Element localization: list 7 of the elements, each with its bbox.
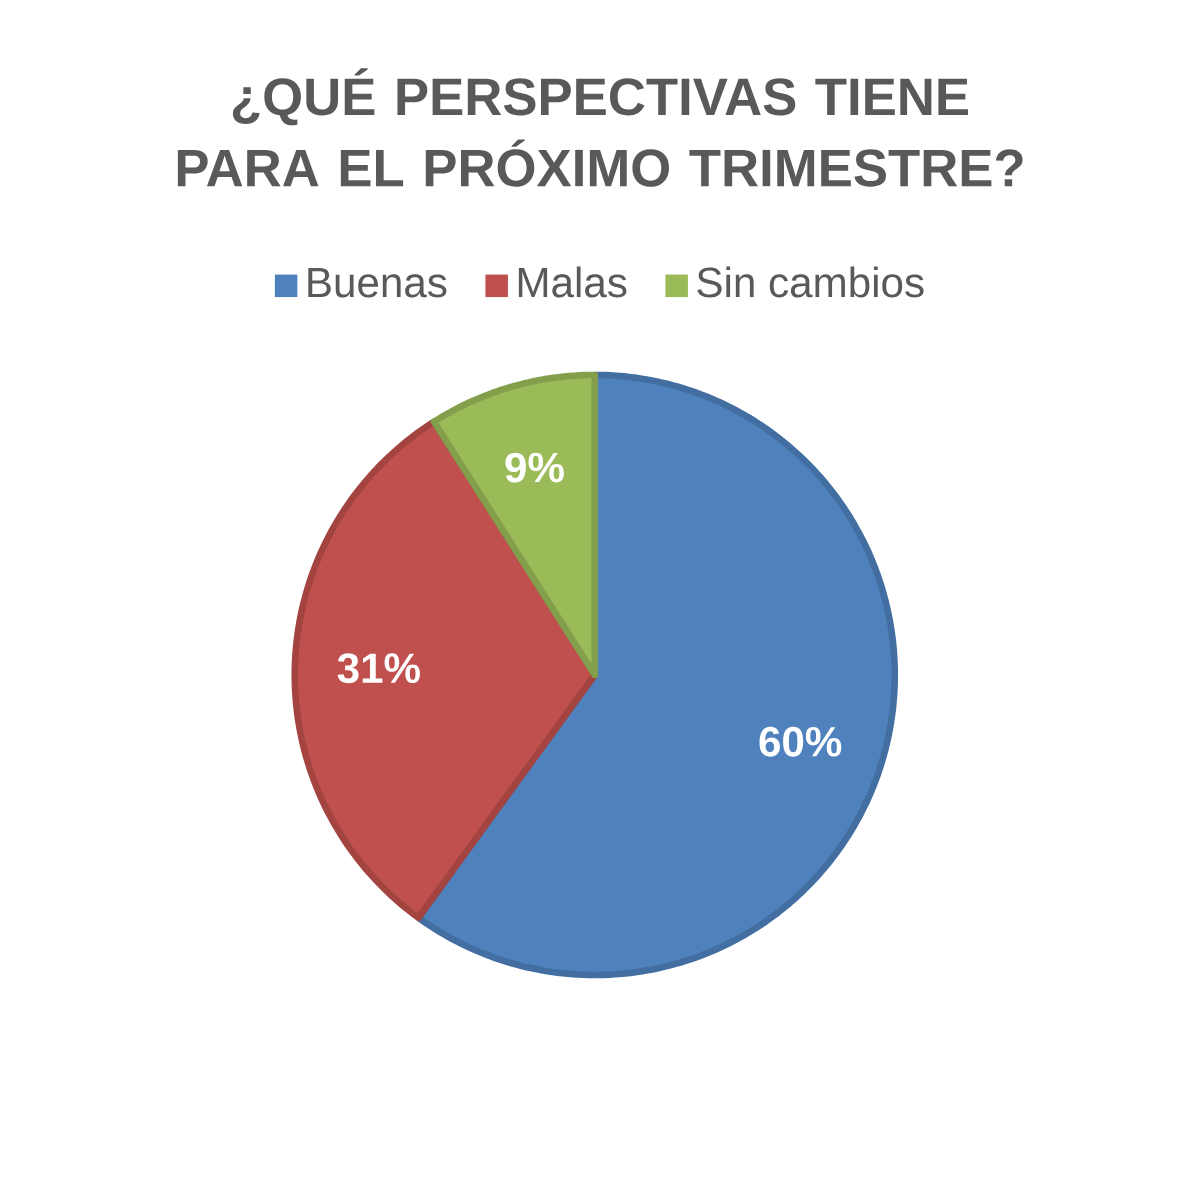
legend-label: Malas: [518, 266, 627, 298]
legend-label: Sin cambios: [697, 266, 924, 298]
legend-label: Buenas: [308, 268, 447, 298]
data-label: 60%: [759, 726, 842, 757]
data-label: 31%: [337, 653, 420, 684]
data-label: 9%: [505, 452, 564, 483]
chart-title: ¿QUÉ PERSPECTIVAS TIENE PARA EL PRÓXIMO TRIMESTRE?: [177, 68, 1023, 187]
